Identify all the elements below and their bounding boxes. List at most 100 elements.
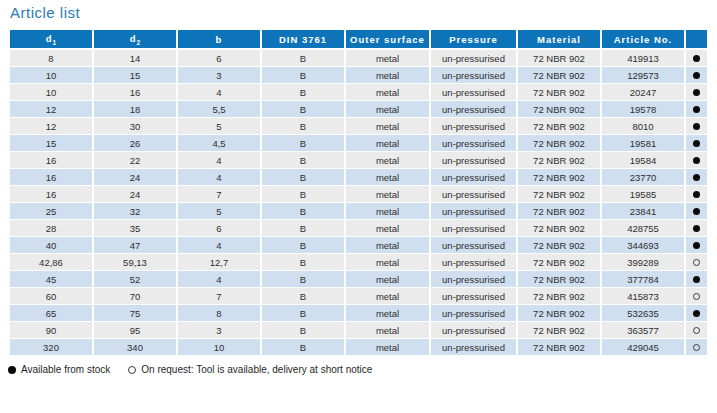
cell-d2: 32 — [94, 203, 178, 220]
stock-dot-icon — [693, 72, 700, 79]
cell-b: 7 — [178, 186, 262, 203]
cell-b: 8 — [178, 305, 262, 322]
cell-material: 72 NBR 902 — [518, 254, 602, 271]
cell-d1: 15 — [10, 135, 94, 152]
cell-d2: 30 — [94, 118, 178, 135]
cell-pressure: un-pressurised — [431, 322, 518, 339]
cell-d2: 18 — [94, 101, 178, 118]
cell-din-3761: B — [262, 101, 346, 118]
stock-cell — [686, 271, 707, 288]
cell-d1: 42,86 — [10, 254, 94, 271]
cell-din-3761: B — [262, 84, 346, 101]
stock-dot-icon — [693, 276, 700, 283]
cell-material: 72 NBR 902 — [518, 339, 602, 356]
article-table-body: 8 14 6 B metal un-pressurised 72 NBR 902… — [10, 50, 707, 356]
cell-d1: 12 — [10, 101, 94, 118]
cell-material: 72 NBR 902 — [518, 271, 602, 288]
cell-material: 72 NBR 902 — [518, 135, 602, 152]
cell-din-3761: B — [262, 118, 346, 135]
cell-pressure: un-pressurised — [431, 118, 518, 135]
cell-pressure: un-pressurised — [431, 339, 518, 356]
cell-d2: 47 — [94, 237, 178, 254]
cell-outer-surface: metal — [346, 118, 431, 135]
cell-b: 6 — [178, 50, 262, 67]
cell-b: 4 — [178, 271, 262, 288]
cell-outer-surface: metal — [346, 67, 431, 84]
article-list-table: d1 d2 b DIN 3761 Outer surface Pressure … — [10, 30, 707, 356]
column-header-din-3761: DIN 3761 — [262, 30, 346, 50]
cell-outer-surface: metal — [346, 220, 431, 237]
stock-dot-icon — [693, 225, 700, 232]
cell-pressure: un-pressurised — [431, 305, 518, 322]
column-header-b: b — [178, 30, 262, 50]
cell-material: 72 NBR 902 — [518, 67, 602, 84]
cell-din-3761: B — [262, 50, 346, 67]
table-row: 320 340 10 B metal un-pressurised 72 NBR… — [10, 339, 707, 356]
cell-d2: 70 — [94, 288, 178, 305]
cell-outer-surface: metal — [346, 203, 431, 220]
cell-d1: 65 — [10, 305, 94, 322]
stock-dot-icon — [693, 242, 700, 249]
stock-cell — [686, 339, 707, 356]
cell-material: 72 NBR 902 — [518, 305, 602, 322]
cell-outer-surface: metal — [346, 186, 431, 203]
stock-cell — [686, 220, 707, 237]
cell-d1: 45 — [10, 271, 94, 288]
cell-pressure: un-pressurised — [431, 135, 518, 152]
table-row: 28 35 6 B metal un-pressurised 72 NBR 90… — [10, 220, 707, 237]
cell-b: 5 — [178, 203, 262, 220]
cell-b: 4,5 — [178, 135, 262, 152]
cell-din-3761: B — [262, 271, 346, 288]
cell-material: 72 NBR 902 — [518, 186, 602, 203]
cell-d2: 24 — [94, 169, 178, 186]
table-row: 10 16 4 B metal un-pressurised 72 NBR 90… — [10, 84, 707, 101]
cell-b: 3 — [178, 67, 262, 84]
table-header: d1 d2 b DIN 3761 Outer surface Pressure … — [10, 30, 707, 50]
stock-dot-icon — [693, 327, 700, 334]
header-row: d1 d2 b DIN 3761 Outer surface Pressure … — [10, 30, 707, 50]
cell-din-3761: B — [262, 339, 346, 356]
cell-d1: 16 — [10, 186, 94, 203]
cell-material: 72 NBR 902 — [518, 322, 602, 339]
stock-cell — [686, 186, 707, 203]
cell-d2: 340 — [94, 339, 178, 356]
cell-pressure: un-pressurised — [431, 254, 518, 271]
cell-b: 10 — [178, 339, 262, 356]
stock-dot-icon — [693, 191, 700, 198]
cell-d2: 95 — [94, 322, 178, 339]
cell-d2: 16 — [94, 84, 178, 101]
stock-dot-icon — [693, 344, 700, 351]
cell-d1: 16 — [10, 152, 94, 169]
stock-dot-icon — [693, 89, 700, 96]
cell-outer-surface: metal — [346, 169, 431, 186]
cell-article-no: 8010 — [602, 118, 686, 135]
table-row: 15 26 4,5 B metal un-pressurised 72 NBR … — [10, 135, 707, 152]
cell-article-no: 19581 — [602, 135, 686, 152]
stock-cell — [686, 169, 707, 186]
cell-din-3761: B — [262, 186, 346, 203]
cell-outer-surface: metal — [346, 135, 431, 152]
stock-cell — [686, 135, 707, 152]
cell-article-no: 399289 — [602, 254, 686, 271]
column-header-d2: d2 — [94, 30, 178, 50]
cell-outer-surface: metal — [346, 322, 431, 339]
cell-d2: 22 — [94, 152, 178, 169]
page-title: Article list — [10, 4, 707, 21]
cell-din-3761: B — [262, 237, 346, 254]
column-header-d1: d1 — [10, 30, 94, 50]
table-row: 16 24 4 B metal un-pressurised 72 NBR 90… — [10, 169, 707, 186]
table-row: 45 52 4 B metal un-pressurised 72 NBR 90… — [10, 271, 707, 288]
stock-cell — [686, 84, 707, 101]
cell-article-no: 429045 — [602, 339, 686, 356]
cell-article-no: 23841 — [602, 203, 686, 220]
cell-pressure: un-pressurised — [431, 203, 518, 220]
cell-outer-surface: metal — [346, 237, 431, 254]
cell-b: 5 — [178, 118, 262, 135]
cell-d1: 40 — [10, 237, 94, 254]
cell-pressure: un-pressurised — [431, 220, 518, 237]
cell-article-no: 419913 — [602, 50, 686, 67]
stock-dot-icon — [693, 140, 700, 147]
cell-outer-surface: metal — [346, 254, 431, 271]
table-row: 90 95 3 B metal un-pressurised 72 NBR 90… — [10, 322, 707, 339]
cell-b: 12,7 — [178, 254, 262, 271]
